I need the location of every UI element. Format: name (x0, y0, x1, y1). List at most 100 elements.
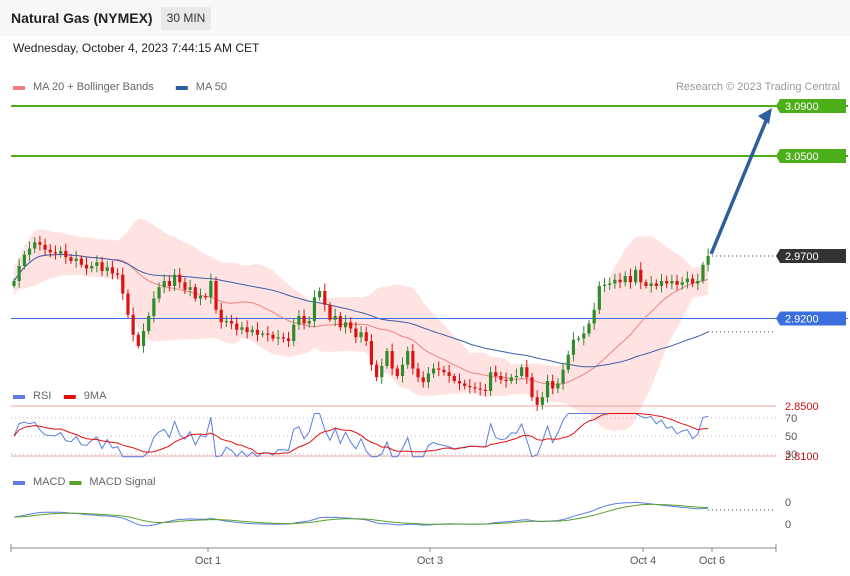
ma50-line (13, 253, 709, 368)
candle (690, 274, 695, 288)
candle (198, 288, 203, 306)
candle-body (421, 377, 425, 383)
candle-body (261, 333, 265, 335)
candle-body (592, 309, 596, 324)
price-label-box (776, 149, 846, 163)
bollinger-band (14, 218, 709, 431)
candle-body (188, 287, 192, 290)
legend-swatch (63, 395, 76, 399)
candle-body (359, 332, 363, 338)
candle-body (307, 321, 311, 324)
candle-body (582, 333, 586, 339)
candle-body (406, 351, 410, 365)
candle (328, 302, 332, 323)
candle (297, 310, 301, 331)
candle-body (680, 282, 684, 285)
candle (514, 368, 519, 384)
candle (100, 256, 104, 276)
candle-body (494, 372, 498, 376)
candle-body (95, 262, 99, 266)
candle (577, 335, 581, 343)
candle (74, 251, 78, 268)
legend-label: MACD (33, 476, 65, 488)
legend-swatch (13, 395, 25, 399)
candle (152, 291, 156, 323)
candle-body (276, 337, 280, 339)
chart-header: Natural Gas (NYMEX) 30 MIN (0, 0, 850, 36)
candle-body (59, 251, 63, 254)
candle-body (685, 278, 689, 283)
price-label-box (776, 99, 846, 113)
candle-body (665, 281, 669, 284)
candle-body (152, 298, 156, 316)
candle-body (126, 293, 130, 315)
candle-body (328, 304, 332, 320)
candle (545, 374, 550, 403)
candle (530, 373, 534, 402)
candle-body (297, 316, 301, 325)
candle-body (561, 369, 565, 384)
candle (338, 312, 342, 331)
candle-body (333, 316, 337, 320)
candle (17, 258, 21, 288)
candle (406, 346, 410, 369)
candle-body (514, 376, 519, 378)
candle (64, 243, 68, 264)
candle-body (157, 287, 161, 299)
candle (307, 316, 311, 328)
candle-body (670, 281, 674, 284)
candle (457, 373, 462, 391)
candle (431, 363, 436, 379)
candle-body (48, 249, 52, 253)
legend-swatch (13, 481, 25, 485)
candle (566, 350, 570, 374)
candle-body (545, 381, 550, 398)
candle (411, 344, 415, 375)
candle (639, 262, 643, 289)
candle-body (437, 368, 441, 370)
candle (421, 371, 425, 388)
candle-body (468, 386, 472, 388)
candle (286, 331, 291, 348)
candle-body (209, 281, 213, 298)
candle-body (483, 389, 487, 391)
legend-swatch (13, 86, 25, 90)
candle (509, 373, 513, 384)
candle-body (22, 254, 26, 266)
candle (701, 261, 705, 284)
candle (375, 360, 379, 382)
candle (126, 289, 130, 319)
candle-body (131, 314, 135, 335)
candle-body (38, 242, 42, 245)
candle (390, 343, 394, 376)
timeframe-badge[interactable]: 30 MIN (161, 7, 211, 30)
candle (644, 279, 648, 289)
candle-body (504, 379, 508, 381)
candle (504, 372, 508, 388)
candle (204, 293, 208, 300)
candle (447, 364, 451, 383)
candle (312, 290, 317, 328)
candle-body (457, 381, 462, 384)
candle-body (473, 387, 477, 389)
candle-body (701, 264, 705, 281)
chart-title: Natural Gas (NYMEX) (11, 10, 153, 26)
candle (12, 278, 16, 289)
candle (535, 390, 539, 411)
price-label-pivot: 2.9200 (776, 311, 846, 326)
candle (79, 255, 83, 268)
candle-body (597, 286, 601, 310)
candle (520, 364, 524, 379)
x-tick-label: Oct 3 (417, 555, 443, 567)
candle (592, 302, 596, 331)
candle (188, 280, 192, 297)
candle-body (602, 284, 607, 286)
candle (116, 268, 120, 280)
price-label-text: 2.8100 (785, 451, 819, 463)
candle-body (292, 324, 296, 341)
candle (69, 254, 73, 264)
candle-body (162, 281, 166, 288)
candle (224, 315, 228, 327)
candle-body (147, 316, 151, 331)
price-label-target: 3.0900 (776, 99, 846, 113)
